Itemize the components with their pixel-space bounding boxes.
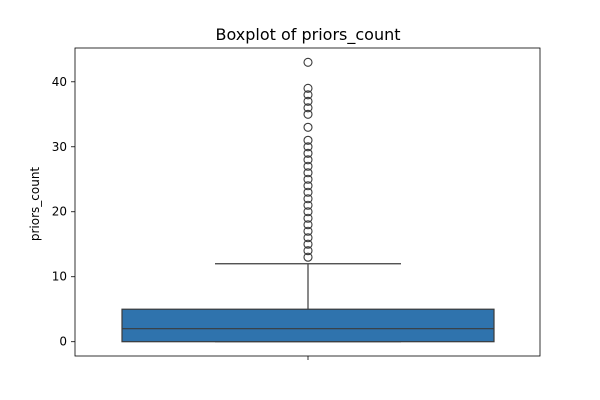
y-tick-label: 40 xyxy=(52,75,67,89)
box-group xyxy=(121,263,495,343)
outlier-point xyxy=(303,220,313,230)
outlier-point xyxy=(303,83,313,93)
outlier-point xyxy=(303,148,313,158)
chart-title: Boxplot of priors_count xyxy=(215,25,400,45)
y-tick-label: 30 xyxy=(52,140,67,154)
outlier-point xyxy=(303,226,313,236)
outlier-point xyxy=(303,109,313,119)
outlier-point xyxy=(303,200,313,210)
outlier-point xyxy=(303,187,313,197)
outlier-point xyxy=(303,207,313,217)
outlier-point xyxy=(303,161,313,171)
outlier-point xyxy=(303,168,313,178)
outlier-point xyxy=(303,90,313,100)
outlier-point xyxy=(303,96,313,106)
plot-frame xyxy=(74,47,541,357)
y-tick-label: 10 xyxy=(52,270,67,284)
outlier-point xyxy=(303,239,313,249)
outlier-group xyxy=(303,57,313,262)
y-axis-ticks: 0 10 20 30 40 xyxy=(52,75,75,349)
outlier-point xyxy=(303,57,313,67)
outlier-point xyxy=(303,213,313,223)
outlier-point xyxy=(303,246,313,256)
outlier-point xyxy=(303,181,313,191)
outlier-point xyxy=(303,142,313,152)
outlier-point xyxy=(303,252,313,262)
outlier-point xyxy=(303,155,313,165)
outlier-point xyxy=(303,174,313,184)
y-axis-label: priors_count xyxy=(28,167,42,242)
y-tick-label: 0 xyxy=(59,335,67,349)
y-tick-label: 20 xyxy=(52,205,67,219)
iqr-box xyxy=(121,308,495,343)
outlier-point xyxy=(303,135,313,145)
outlier-point xyxy=(303,194,313,204)
outlier-point xyxy=(303,103,313,113)
outlier-point xyxy=(303,122,313,132)
outlier-point xyxy=(303,233,313,243)
